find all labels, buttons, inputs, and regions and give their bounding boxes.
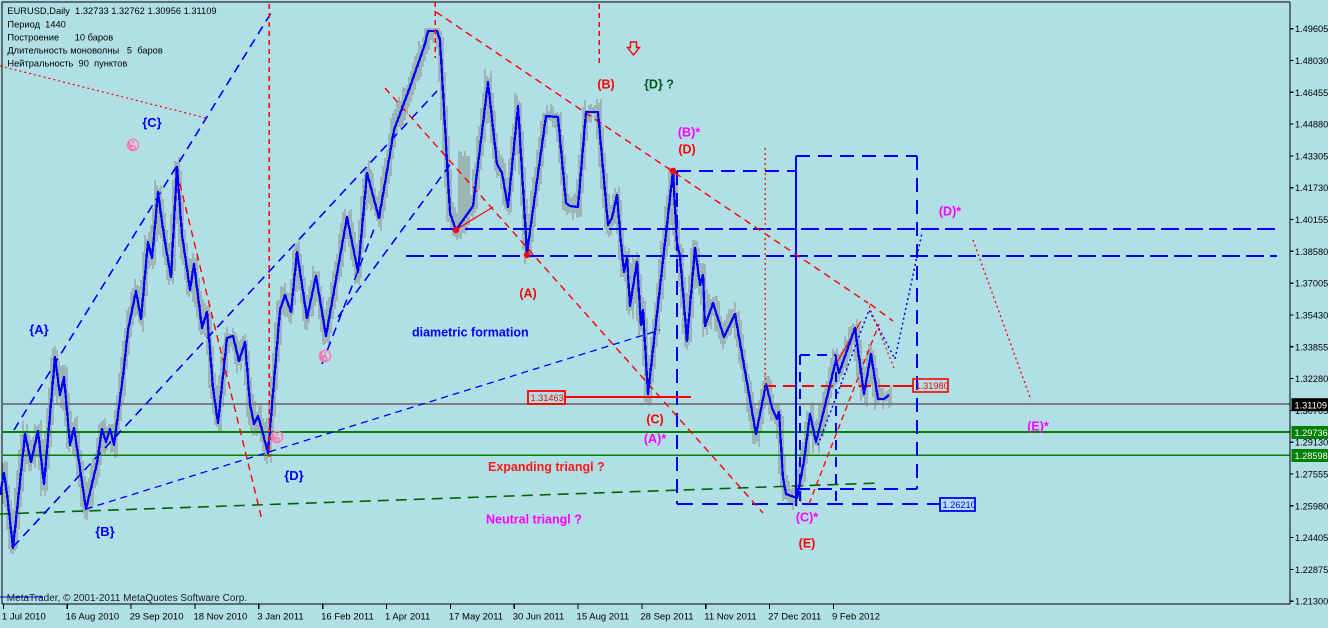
svg-text:1.32280: 1.32280 (1295, 374, 1328, 384)
svg-text:30 Jun 2011: 30 Jun 2011 (513, 612, 565, 623)
svg-text:1.29130: 1.29130 (1295, 438, 1328, 448)
svg-text:1.38580: 1.38580 (1295, 247, 1328, 257)
svg-text:Expanding triangl ?: Expanding triangl ? (488, 460, 605, 474)
svg-text:diametric formation: diametric formation (412, 326, 529, 340)
svg-text:(D): (D) (678, 143, 695, 157)
svg-text:1.24405: 1.24405 (1295, 533, 1328, 543)
svg-text:{D}: {D} (284, 468, 304, 483)
svg-text:Период 1440: Период 1440 (7, 19, 65, 29)
svg-text:1.41730: 1.41730 (1295, 183, 1328, 193)
svg-text:17 May 2011: 17 May 2011 (449, 612, 503, 623)
svg-text:1.31980: 1.31980 (916, 381, 949, 391)
svg-text:15 Aug 2011: 15 Aug 2011 (577, 612, 630, 623)
svg-text:{C}: {C} (142, 115, 162, 130)
svg-text:1.35430: 1.35430 (1295, 311, 1328, 321)
svg-text:1.44880: 1.44880 (1295, 120, 1328, 130)
svg-text:28 Sep 2011: 28 Sep 2011 (640, 612, 693, 623)
svg-text:1.31463: 1.31463 (531, 393, 564, 403)
svg-text:Построение 10 баров: Построение 10 баров (7, 32, 113, 42)
svg-text:1.43305: 1.43305 (1295, 151, 1328, 161)
svg-text:EURUSD,Daily 1.32733 1.32762: EURUSD,Daily 1.32733 1.32762 1.30956 1.3… (7, 6, 216, 16)
svg-text:1.21300: 1.21300 (1295, 597, 1328, 607)
svg-text:{B}: {B} (95, 524, 115, 539)
svg-text:1.29736: 1.29736 (1295, 428, 1328, 438)
svg-text:(B): (B) (597, 78, 614, 92)
svg-text:1.28598: 1.28598 (1295, 451, 1328, 461)
svg-text:MetaTrader, © 2001-2011 MetaQu: MetaTrader, © 2001-2011 MetaQuotes Softw… (7, 593, 247, 604)
svg-text:1.48030: 1.48030 (1295, 56, 1328, 66)
svg-text:(A): (A) (519, 287, 536, 301)
svg-text:18 Nov 2010: 18 Nov 2010 (193, 612, 247, 623)
svg-text:1.40155: 1.40155 (1295, 215, 1328, 225)
svg-text:(E)*: (E)* (1027, 420, 1049, 434)
svg-text:1.37005: 1.37005 (1295, 279, 1328, 289)
svg-text:1.22875: 1.22875 (1295, 565, 1328, 575)
svg-text:(E): (E) (799, 537, 816, 551)
svg-text:(D)*: (D)* (939, 205, 961, 219)
svg-text:1.46455: 1.46455 (1295, 88, 1328, 98)
svg-text:16 Aug 2010: 16 Aug 2010 (66, 612, 119, 623)
svg-text:(C)*: (C)* (796, 511, 818, 525)
svg-text:1.27555: 1.27555 (1295, 470, 1328, 480)
svg-text:1.31109: 1.31109 (1295, 400, 1328, 410)
svg-text:(B)*: (B)* (678, 126, 700, 140)
svg-text:1.33855: 1.33855 (1295, 342, 1328, 352)
svg-text:Neutral triangl ?: Neutral triangl ? (486, 513, 582, 527)
svg-text:1.25980: 1.25980 (1295, 501, 1328, 511)
svg-text:9 Feb 2012: 9 Feb 2012 (832, 612, 880, 623)
svg-text:{A}: {A} (29, 322, 49, 337)
svg-text:1 Jul 2010: 1 Jul 2010 (2, 612, 46, 623)
svg-text:(A)*: (A)* (644, 432, 666, 446)
svg-text:Нейтральность 90 пунктов: Нейтральность 90 пунктов (7, 58, 127, 68)
svg-text:Длительность моноволны 5 ба: Длительность моноволны 5 баров (7, 45, 162, 55)
svg-text:3 Jan 2011: 3 Jan 2011 (257, 612, 303, 623)
svg-text:(C): (C) (646, 413, 663, 427)
svg-text:16 Feb 2011: 16 Feb 2011 (321, 612, 374, 623)
svg-text:27 Dec 2011: 27 Dec 2011 (768, 612, 821, 623)
svg-text:1 Apr 2011: 1 Apr 2011 (385, 612, 430, 623)
svg-text:29 Sep 2010: 29 Sep 2010 (130, 612, 184, 623)
svg-text:{D} ?: {D} ? (644, 78, 674, 92)
svg-text:1.49605: 1.49605 (1295, 24, 1328, 34)
svg-text:1.26210: 1.26210 (943, 500, 976, 510)
svg-text:11 Nov 2011: 11 Nov 2011 (704, 612, 756, 623)
